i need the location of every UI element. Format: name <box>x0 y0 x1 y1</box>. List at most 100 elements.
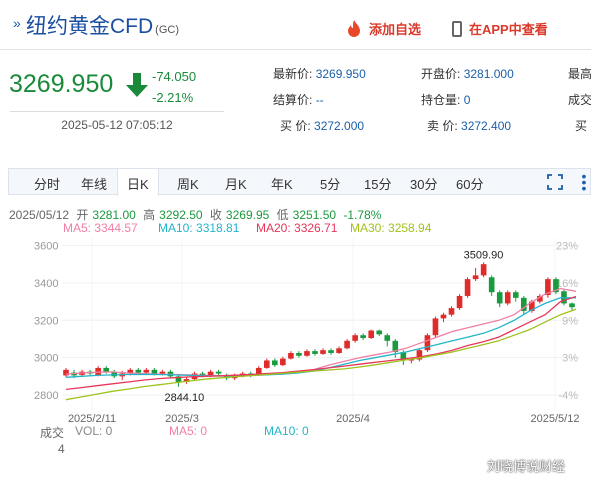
candle-body <box>464 279 471 296</box>
pct-tick-label: 9% <box>562 315 578 327</box>
pct-tick-label: 3% <box>562 353 578 365</box>
vol-ma5-readout: MA5: 0 <box>169 424 208 438</box>
add-watchlist-label: 添加自选 <box>369 22 422 37</box>
candle-body <box>175 376 182 382</box>
ma30-line <box>65 308 577 401</box>
open-app-button[interactable]: 在APP中查看 <box>452 19 548 38</box>
candle-body <box>304 351 310 356</box>
candle-body <box>111 371 118 377</box>
candle-body <box>545 279 551 296</box>
bid-price-field: 买 价: 3272.000 <box>280 117 364 134</box>
quote-timestamp: 2025-05-12 07:05:12 <box>10 111 224 132</box>
volume-section-label-2: 4 <box>58 442 65 456</box>
fullscreen-icon[interactable] <box>547 174 563 190</box>
more-menu-icon[interactable]: • • • <box>581 168 587 196</box>
candle-body <box>199 373 206 376</box>
ohlc-close-label: 收 <box>209 208 222 222</box>
ma5-legend: MA5: 3344.57 <box>63 221 138 235</box>
instrument-name: 纽约黄金CFD <box>26 15 154 38</box>
ohlc-close: 3269.95 <box>225 208 270 222</box>
tab-5min[interactable]: 5分 <box>320 177 341 192</box>
ask-price-field: 卖 价: 3272.400 <box>427 117 511 134</box>
candle-body <box>103 367 109 372</box>
candle-body <box>368 330 375 339</box>
tab-weekly-k[interactable]: 周K <box>177 177 199 192</box>
x-tick-label: 2025/2/11 <box>68 413 116 425</box>
candle-body <box>352 335 358 341</box>
latest-price-label: 最新价: <box>273 67 313 81</box>
volume-section-label: 成交 <box>40 426 65 440</box>
y-tick-label: 3200 <box>34 315 58 327</box>
candle-body <box>135 369 142 373</box>
candle-body <box>512 292 519 298</box>
y-tick-label: 3400 <box>34 278 58 290</box>
latest-price-field: 最新价: 3269.950 <box>273 65 366 82</box>
tab-yearly-k[interactable]: 年K <box>271 177 293 192</box>
open-price-value: 3281.000 <box>463 67 514 81</box>
tab-60min[interactable]: 60分 <box>456 177 484 192</box>
pct-tick-label: 16% <box>556 278 578 290</box>
tab-intraday[interactable]: 分时 <box>34 177 61 192</box>
open-interest-label: 持仓量: <box>421 93 461 107</box>
candle-body <box>392 340 399 353</box>
tab-monthly-k[interactable]: 月K <box>225 177 247 192</box>
candle-body <box>472 275 479 280</box>
open-interest-value: 0 <box>463 93 471 107</box>
expand-chevron-icon[interactable]: » <box>13 15 21 31</box>
candle-body <box>272 360 278 366</box>
candle-body <box>63 369 69 376</box>
candlestick-chart[interactable]: 3600 23% 3400 16% 3200 9% 3000 3% 2800 -4% 2025/2/… <box>0 230 591 430</box>
watermark-text: 刘晓博说财经 <box>487 459 566 474</box>
tab-30min[interactable]: 30分 <box>410 177 438 192</box>
candle-body <box>529 301 535 311</box>
candle-body <box>263 360 270 368</box>
vol-readout: VOL: 0 <box>75 424 113 438</box>
ask-price-value: 3272.400 <box>461 119 512 133</box>
change-amount: -74.050 <box>152 69 197 84</box>
open-app-label: 在APP中查看 <box>469 22 548 37</box>
current-price: 3269.950 <box>9 70 114 98</box>
add-watchlist-button[interactable]: 添加自选 <box>347 19 421 38</box>
settle-price-label: 结算价: <box>273 93 313 107</box>
header-bar: » 纽约黄金CFD (GC) 添加自选 在APP中查看 <box>0 0 591 50</box>
candle-body <box>432 318 439 336</box>
bid-price-label: 买 价: <box>280 119 311 133</box>
tab-yearline[interactable]: 年线 <box>81 177 108 192</box>
open-interest-field: 持仓量: 0 <box>421 91 470 108</box>
tab-15min[interactable]: 15分 <box>364 177 392 192</box>
candle-body <box>320 350 326 354</box>
candle-body <box>569 303 575 308</box>
ohlc-high-label: 高 <box>143 208 156 222</box>
ohlc-low: 3251.50 <box>292 208 337 222</box>
candle-body <box>255 367 262 375</box>
candle-body <box>488 277 495 293</box>
candle-body <box>416 350 423 360</box>
candle-body <box>504 292 511 304</box>
candle-body <box>207 371 214 376</box>
x-tick-label: 2025/3 <box>165 413 199 425</box>
ohlc-date: 2025/05/12 <box>9 208 70 222</box>
pct-tick-label: -4% <box>558 390 578 402</box>
phone-icon <box>452 21 462 37</box>
pct-tick-label: 23% <box>556 240 578 252</box>
candle-body <box>183 379 190 382</box>
x-tick-label: 2025/5/12 <box>531 413 580 425</box>
ohlc-pct: -1.78% <box>343 208 382 222</box>
candle-body <box>344 340 350 349</box>
flame-icon <box>348 20 360 37</box>
ma30-legend: MA30: 3258.94 <box>350 221 432 235</box>
candle-body <box>496 292 503 304</box>
ma20-line <box>65 295 577 391</box>
tab-daily-k[interactable]: 日K <box>117 168 159 196</box>
ohlc-open-label: 开 <box>76 208 89 222</box>
bid-price-value: 3272.000 <box>314 119 365 133</box>
candle-body <box>312 351 318 354</box>
period-tabs: 分时 年线 日K 周K 月K 年K 5分 15分 30分 60分 • • • <box>8 168 591 196</box>
ma10-line <box>65 297 576 378</box>
ma20-legend: MA20: 3326.71 <box>256 221 338 235</box>
ohlc-high: 3292.50 <box>159 208 203 222</box>
candle-body <box>288 352 294 359</box>
candle-body <box>127 369 134 374</box>
candle-body <box>384 335 391 341</box>
